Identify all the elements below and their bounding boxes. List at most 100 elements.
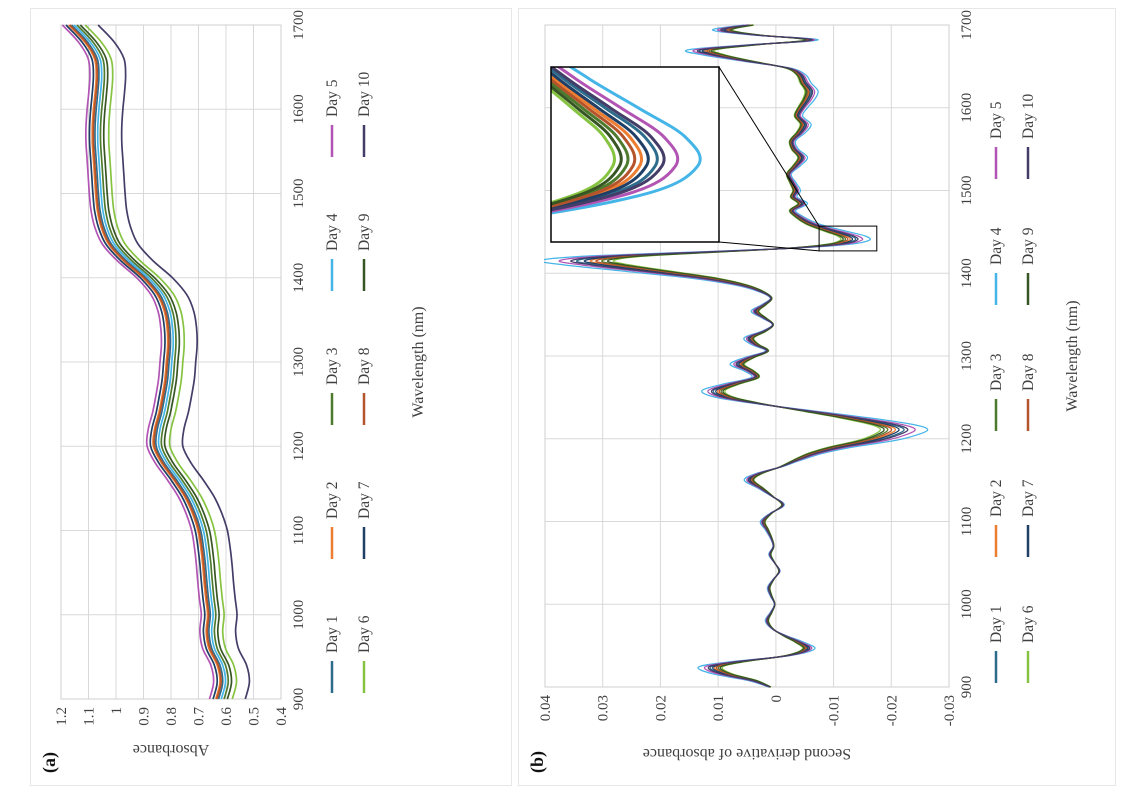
series-line-day-10 <box>97 24 251 700</box>
legend-item-day-10: Day 10 <box>356 72 373 157</box>
legend-item-day-9: Day 9 <box>356 213 373 291</box>
series-line-day-2 <box>68 24 221 700</box>
legend-item-day-1: Day 1 <box>324 616 341 693</box>
legend-label: Day 2 <box>324 482 341 519</box>
legend-label: Day 5 <box>324 79 341 117</box>
legend-label: Day 10 <box>356 72 373 117</box>
legend-label: Day 2 <box>988 480 1005 517</box>
legend-item-day-8: Day 8 <box>1020 353 1037 431</box>
legend-label: Day 3 <box>324 347 341 385</box>
inset-series-lines <box>551 67 702 242</box>
y-tick-label: 0.5 <box>247 707 263 726</box>
x-tick-label: 1200 <box>291 431 307 461</box>
legend-label: Day 1 <box>324 616 341 653</box>
legend-item-day-4: Day 4 <box>988 227 1005 305</box>
legend-item-day-6: Day 6 <box>356 615 373 693</box>
legend-item-day-6: Day 6 <box>1020 605 1037 683</box>
x-tick-label: 1600 <box>959 93 975 123</box>
y-axis-title: Absorbance <box>133 741 209 758</box>
legend-item-day-2: Day 2 <box>988 480 1005 557</box>
series-line-day-3 <box>76 24 230 700</box>
legend-item-day-2: Day 2 <box>324 482 341 559</box>
second-derivative-chart-svg: 900 1000 1100 1200 1300 1400 1500 1600 1700 -0.03… <box>538 10 1081 762</box>
series-line-day-4 <box>73 24 227 700</box>
x-tick-label: 900 <box>291 688 307 711</box>
inset-series-line-day-8 <box>551 67 637 242</box>
x-tick-label: 1200 <box>959 424 975 454</box>
legend-item-day-7: Day 7 <box>1020 479 1037 557</box>
y-axis-title: Second derivative of absorbance <box>643 745 851 762</box>
legend-item-day-3: Day 3 <box>324 347 341 425</box>
y-tick-label: 0.04 <box>538 695 554 722</box>
legend-label: Day 6 <box>1020 605 1037 643</box>
series-lines <box>544 24 929 688</box>
x-axis-title: Wavelength (nm) <box>1064 300 1081 411</box>
y-tick-label: 1.1 <box>82 707 98 726</box>
series-line-day-1 <box>70 24 224 700</box>
x-tick-label: 1600 <box>291 94 307 124</box>
y-tick-label: -0.03 <box>942 695 958 726</box>
legend-label: Day 7 <box>356 481 373 519</box>
x-tick-label: 1400 <box>291 263 307 293</box>
panel-a-label: (a) <box>39 752 59 773</box>
x-tick-label: 1700 <box>959 10 975 40</box>
legend-item-day-4: Day 4 <box>324 213 341 291</box>
x-tick-label: 1000 <box>959 589 975 619</box>
series-line-day-9 <box>79 24 233 700</box>
legend-item-day-5: Day 5 <box>324 79 341 157</box>
absorbance-chart-mount: 900 1000 1100 1200 1300 1400 1500 1600 1700 0.4 0.… <box>31 9 511 785</box>
x-tick-label: 900 <box>959 676 975 699</box>
series-line-day-10 <box>570 24 909 688</box>
inset-zoom <box>550 66 720 243</box>
panel-b: 900 1000 1100 1200 1300 1400 1500 1600 1700 -0.03… <box>518 8 1116 786</box>
legend: Day 1 Day 2 Day 3 Day 4 Day 5 Day 6 Day 7 Day 8… <box>988 94 1037 683</box>
series-line-day-6 <box>84 24 238 700</box>
x-axis-title: Wavelength (nm) <box>410 306 427 417</box>
second-derivative-chart-mount: 900 1000 1100 1200 1300 1400 1500 1600 1700 -0.03… <box>519 9 1115 785</box>
legend-label: Day 8 <box>1020 353 1037 391</box>
x-tick-label: 1000 <box>291 600 307 630</box>
series-line-day-5 <box>61 24 215 700</box>
inset-source-region <box>818 225 878 252</box>
legend-item-day-3: Day 3 <box>988 353 1005 431</box>
x-tick-label: 1100 <box>959 507 975 536</box>
x-tick-label: 1700 <box>291 10 307 40</box>
y-tick-label: -0.02 <box>884 695 900 726</box>
y-tick-label: 1.2 <box>54 707 70 726</box>
legend-label: Day 3 <box>988 353 1005 391</box>
y-tick-label: 1 <box>109 707 125 715</box>
legend-item-day-5: Day 5 <box>988 101 1005 179</box>
legend-item-day-7: Day 7 <box>356 481 373 559</box>
x-tick-label: 1400 <box>959 258 975 288</box>
legend-item-day-10: Day 10 <box>1020 94 1037 179</box>
legend-label: Day 7 <box>1020 479 1037 517</box>
x-tick-label: 1300 <box>959 341 975 371</box>
x-tick-label: 1500 <box>959 176 975 206</box>
inset-series-line-day-7 <box>551 67 650 242</box>
panel-a-chart-area: 900 1000 1100 1200 1300 1400 1500 1600 1700 0.4 0.… <box>31 9 511 785</box>
absorbance-chart-svg: 900 1000 1100 1200 1300 1400 1500 1600 1700 0.4 0.… <box>54 10 427 758</box>
y-tick-label: 0.8 <box>164 707 180 726</box>
panel-b-chart-area: 900 1000 1100 1200 1300 1400 1500 1600 1700 -0.03… <box>519 9 1115 785</box>
inset-series-line-day-5 <box>551 67 680 242</box>
y-tick-label: 0.6 <box>219 707 235 726</box>
y-tick-label: 0.4 <box>274 707 290 726</box>
panel-a: 900 1000 1100 1200 1300 1400 1500 1600 1700 0.4 0.… <box>30 8 512 786</box>
inset-series-line-day-6 <box>551 67 617 242</box>
y-tick-label: 0 <box>769 695 785 703</box>
legend-label: Day 5 <box>988 101 1005 139</box>
inset-series-line-day-10 <box>551 67 666 242</box>
series-line-day-8 <box>69 24 222 700</box>
legend-label: Day 1 <box>988 606 1005 643</box>
legend-label: Day 8 <box>356 347 373 385</box>
y-tick-label: 0.03 <box>596 695 612 721</box>
legend-label: Day 6 <box>356 615 373 653</box>
inset-series-line-day-3 <box>551 67 630 242</box>
panel-b-label: (b) <box>527 751 547 773</box>
inset-series-line-day-4 <box>551 67 702 242</box>
legend-label: Day 10 <box>1020 94 1037 139</box>
x-tick-label: 1100 <box>291 516 307 545</box>
y-tick-label: 0.9 <box>137 707 153 726</box>
x-tick-label: 1300 <box>291 347 307 377</box>
legend-label: Day 4 <box>324 213 341 251</box>
